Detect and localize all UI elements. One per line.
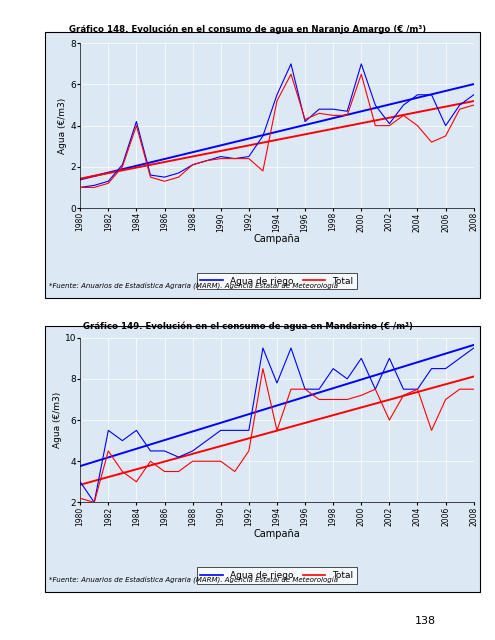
Y-axis label: Agua (€/m3): Agua (€/m3) [53, 392, 62, 448]
Legend: Agua de riego, Total: Agua de riego, Total [197, 273, 357, 289]
Text: Gráfico 149. Evolución en el consumo de agua en Mandarino (€ /m³): Gráfico 149. Evolución en el consumo de … [83, 321, 412, 331]
Y-axis label: Agua (€/m3): Agua (€/m3) [58, 97, 67, 154]
X-axis label: Campaña: Campaña [253, 529, 300, 539]
Text: 138: 138 [414, 616, 436, 626]
Text: *Fuente: Anuarios de Estadística Agraria (MARM). Agencia Estatal de Meteorología: *Fuente: Anuarios de Estadística Agraria… [50, 283, 339, 290]
X-axis label: Campaña: Campaña [253, 234, 300, 244]
Text: Gráfico 148. Evolución en el consumo de agua en Naranjo Amargo (€ /m³): Gráfico 148. Evolución en el consumo de … [69, 24, 426, 34]
Legend: Agua de riego, Total: Agua de riego, Total [197, 567, 357, 584]
Text: *Fuente: Anuarios de Estadística Agraria (MARM). Agencia Estatal de Meteorología: *Fuente: Anuarios de Estadística Agraria… [50, 577, 339, 584]
